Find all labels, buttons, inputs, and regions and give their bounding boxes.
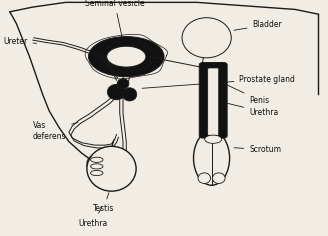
- Ellipse shape: [194, 131, 230, 185]
- Ellipse shape: [91, 157, 103, 162]
- Ellipse shape: [213, 173, 225, 184]
- Text: Prostate gland: Prostate gland: [142, 75, 295, 88]
- Text: Testis: Testis: [92, 193, 114, 213]
- Ellipse shape: [89, 37, 164, 77]
- Ellipse shape: [198, 173, 211, 184]
- Ellipse shape: [107, 46, 146, 67]
- Text: Seminal vesicle: Seminal vesicle: [85, 0, 145, 38]
- Ellipse shape: [122, 88, 137, 101]
- FancyBboxPatch shape: [208, 68, 219, 135]
- Text: Bladder: Bladder: [234, 20, 282, 30]
- Ellipse shape: [107, 84, 126, 100]
- Ellipse shape: [91, 170, 103, 176]
- Text: Penis: Penis: [227, 85, 269, 105]
- FancyBboxPatch shape: [199, 63, 227, 138]
- Text: Vas
deferens: Vas deferens: [33, 121, 78, 141]
- Ellipse shape: [205, 135, 222, 143]
- Ellipse shape: [91, 164, 103, 169]
- Text: Ureter: Ureter: [3, 37, 37, 46]
- Ellipse shape: [117, 79, 129, 89]
- Text: Urethra: Urethra: [227, 103, 278, 117]
- Text: Scrotum: Scrotum: [234, 145, 281, 154]
- Ellipse shape: [87, 146, 136, 191]
- Ellipse shape: [182, 18, 231, 58]
- Text: Urethra: Urethra: [79, 206, 108, 228]
